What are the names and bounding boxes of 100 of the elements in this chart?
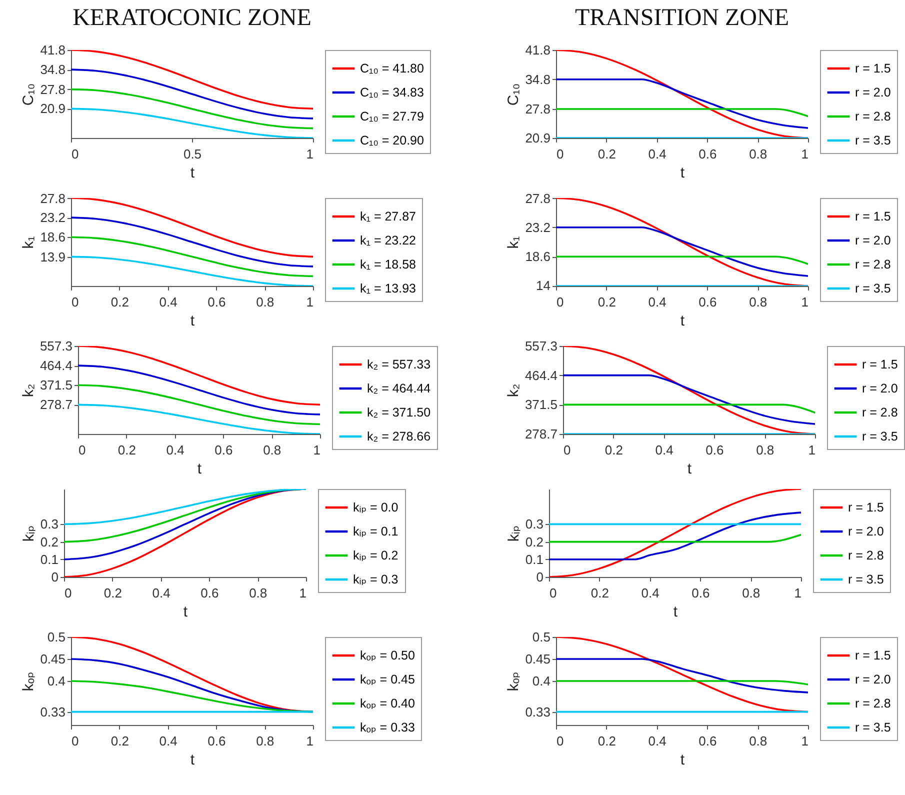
y-tick-label: 278.7 [40,397,72,412]
y-tick-label: 0.1 [40,552,58,567]
y-tick-label: 0 [51,570,58,584]
legend-label: k₂ = 278.66 [367,430,431,444]
y-tick-label: 371.5 [40,378,72,393]
legend-label: r = 3.5 [855,720,891,734]
x-tick-label: 1 [306,146,314,162]
legend-label: r = 1.5 [855,648,891,662]
line-series [78,346,320,406]
legend-label: r = 2.0 [855,672,891,686]
legend-label: C₁₀ = 20.90 [360,134,424,148]
x-tick-label: 0.8 [756,442,774,458]
legend-label: r = 3.5 [855,282,891,296]
x-tick-label: 0.2 [590,586,609,600]
x-tick-label: 0.6 [698,146,717,162]
legend-label: r = 3.5 [855,134,891,148]
legend-label: r = 2.8 [848,548,884,562]
legend-label: k₁ = 27.87 [360,210,416,224]
legend-label: k₁ = 13.93 [360,282,416,296]
x-tick-label: 0.8 [749,146,768,162]
x-tick-label: 0.4 [655,442,674,458]
legend-label: kₒₚ = 0.45 [360,672,415,686]
legend-label: k₁ = 23.22 [360,234,416,248]
y-tick-label: 34.8 [40,62,66,78]
x-tick-label: 1 [808,442,816,458]
y-tick-label: 0.3 [525,516,544,532]
y-tick-label: 0.45 [40,652,66,666]
legend-label: r = 2.0 [855,86,891,100]
y-tick-label: 20.9 [525,130,550,146]
legend-label: r = 3.5 [848,572,884,586]
x-tick-label: 0.6 [208,734,226,748]
x-tick-label: 0.6 [214,442,233,458]
y-tick-label: 27.8 [525,190,550,206]
chart-title: TRANSITION ZONE [575,5,789,31]
y-tick-label: 18.6 [525,249,550,264]
x-tick-label: 0.2 [598,734,616,748]
y-axis-title: C₁₀ [505,83,522,106]
y-tick-label: 371.5 [524,397,558,412]
y-tick-label: 0.33 [40,704,66,720]
x-tick-label: 0.6 [698,734,717,748]
x-tick-label: 0.4 [648,146,666,162]
x-tick-label: 1 [313,442,320,458]
line-series [563,374,815,425]
y-tick-label: 464.4 [40,358,72,374]
x-tick-label: 0.2 [104,586,122,600]
x-axis-title: t [190,164,196,182]
y-tick-label: 557.3 [524,338,558,354]
line-series [71,50,313,110]
x-axis-title: t [687,460,692,478]
legend-label: C₁₀ = 41.80 [360,62,424,76]
y-axis-title: kᵢₚ [20,525,38,542]
legend-label: r = 2.8 [862,406,898,420]
x-tick-label: 0.6 [200,586,219,600]
x-tick-label: 0.6 [706,442,724,458]
y-tick-label: 0.4 [47,674,66,688]
line-series [556,78,808,129]
x-tick-label: 0.4 [159,734,178,748]
y-tick-label: 41.8 [525,42,550,58]
y-tick-label: 0.33 [525,704,550,720]
x-tick-label: 0.8 [256,734,274,748]
legend-label: kₒₚ = 0.40 [360,696,415,710]
y-tick-label: 0 [536,570,544,584]
x-axis-title: t [673,604,678,620]
legend-label: C₁₀ = 27.79 [360,110,424,124]
y-axis-title: k₂ [504,384,522,398]
line-series [549,512,801,560]
x-tick-label: 1 [306,734,314,748]
x-tick-label: 0.6 [692,586,710,600]
x-tick-label: 0 [78,442,86,458]
x-tick-label: 0.4 [159,294,178,310]
x-tick-label: 0 [564,442,571,458]
x-tick-label: 0.2 [598,146,616,162]
y-axis-title: k₂ [20,384,37,398]
line-series [78,364,320,416]
x-tick-label: 1 [801,294,808,310]
x-tick-label: 0.2 [604,442,623,458]
y-tick-label: 0.2 [40,534,58,550]
x-tick-label: 1 [299,586,306,600]
y-tick-label: 0.4 [532,674,550,688]
x-tick-label: 1 [306,294,314,310]
y-tick-label: 27.8 [525,101,550,116]
x-tick-label: 1 [801,146,808,162]
line-series [71,88,313,130]
x-tick-label: 0.2 [110,734,129,748]
legend-label: r = 1.5 [855,210,891,224]
line-series [78,384,320,426]
x-axis-title: t [190,312,196,330]
x-tick-label: 1 [794,586,802,600]
legend-label: kᵢₚ = 0.3 [353,572,398,586]
y-axis-title: kₒₚ [20,672,38,692]
x-tick-label: 0.4 [152,586,170,600]
line-series [71,216,313,268]
legend-label: kₒₚ = 0.33 [360,720,415,734]
legend-label: r = 2.0 [848,524,884,538]
line-series [64,489,306,526]
y-tick-label: 0.45 [525,652,550,666]
y-tick-label: 0.1 [525,552,544,567]
x-tick-label: 0.8 [742,586,760,600]
x-tick-label: 0.8 [263,442,282,458]
x-tick-label: 0.8 [256,294,274,310]
